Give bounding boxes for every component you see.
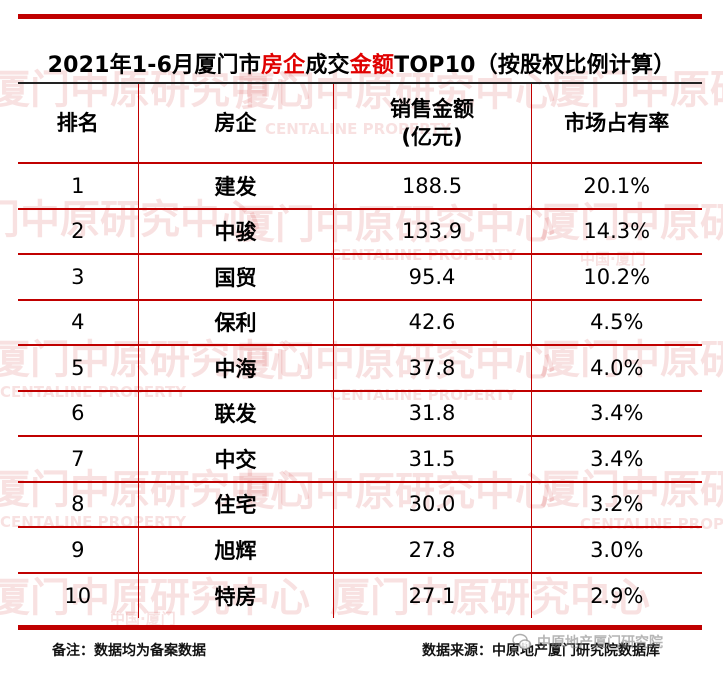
company-cell: 国贸	[137, 254, 334, 301]
table-row: 5 中海 37.8 4.0%	[18, 345, 702, 392]
company-cell: 建发	[137, 163, 334, 210]
table-row: 4 保利 42.6 4.5%	[18, 299, 702, 346]
title-highlight-companies: 房企	[260, 53, 306, 78]
header-sales-line1: 销售金额	[390, 97, 474, 121]
share-cell: 3.0%	[530, 527, 702, 574]
company-cell: 保利	[137, 299, 334, 346]
top-rule	[18, 14, 702, 19]
wechat-icon	[512, 633, 532, 651]
sales-cell: 95.4	[332, 254, 532, 301]
footer-note: 备注：数据均为备案数据	[52, 643, 206, 659]
table-row: 9 旭辉 27.8 3.0%	[18, 527, 702, 574]
sales-cell: 31.5	[332, 436, 532, 483]
header-share: 市场占有率	[530, 84, 702, 164]
company-cell: 特房	[137, 572, 334, 618]
header-sales: 销售金额 (亿元)	[332, 84, 532, 164]
table-row: 6 联发 31.8 3.4%	[18, 390, 702, 437]
wechat-account-name: 中原地产厦门研究院	[537, 635, 663, 651]
share-cell: 3.2%	[530, 481, 702, 528]
company-cell: 中海	[137, 345, 334, 392]
company-cell: 联发	[137, 390, 334, 437]
table-header-row: 排名 房企 销售金额 (亿元) 市场占有率	[18, 84, 702, 164]
ranking-table: 排名 房企 销售金额 (亿元) 市场占有率 1 建发 188.5 20.1% 2…	[18, 84, 702, 618]
rank-cell: 5	[18, 345, 139, 392]
company-cell: 中交	[137, 436, 334, 483]
share-cell: 2.9%	[530, 572, 702, 618]
sales-cell: 188.5	[332, 163, 532, 210]
share-cell: 4.0%	[530, 345, 702, 392]
rank-cell: 2	[18, 208, 139, 255]
rank-cell: 4	[18, 299, 139, 346]
table-row: 8 住宅 30.0 3.2%	[18, 481, 702, 528]
table-row: 2 中骏 133.9 14.3%	[18, 208, 702, 255]
sales-cell: 27.8	[332, 527, 532, 574]
share-cell: 14.3%	[530, 208, 702, 255]
sales-cell: 30.0	[332, 481, 532, 528]
sales-cell: 42.6	[332, 299, 532, 346]
table-row: 3 国贸 95.4 10.2%	[18, 254, 702, 301]
share-cell: 3.4%	[530, 390, 702, 437]
title-highlight-amount: 金额	[349, 53, 395, 78]
sales-cell: 37.8	[332, 345, 532, 392]
rank-cell: 7	[18, 436, 139, 483]
rank-cell: 3	[18, 254, 139, 301]
wechat-watermark: 中原地产厦门研究院	[512, 632, 663, 652]
rank-cell: 6	[18, 390, 139, 437]
share-cell: 3.4%	[530, 436, 702, 483]
sales-cell: 31.8	[332, 390, 532, 437]
sales-cell: 133.9	[332, 208, 532, 255]
table-row: 10 特房 27.1 2.9%	[18, 572, 702, 618]
share-cell: 10.2%	[530, 254, 702, 301]
title-rule	[18, 82, 702, 84]
sales-cell: 27.1	[332, 572, 532, 618]
table-row: 7 中交 31.5 3.4%	[18, 436, 702, 483]
title-prefix: 2021年1-6月厦门市	[47, 53, 261, 78]
footer-source: 数据来源：中原地产厦门研究院数据库	[422, 643, 660, 659]
rank-cell: 8	[18, 481, 139, 528]
company-cell: 旭辉	[137, 527, 334, 574]
table-row: 1 建发 188.5 20.1%	[18, 163, 702, 210]
company-cell: 中骏	[137, 208, 334, 255]
company-cell: 住宅	[137, 481, 334, 528]
rank-cell: 9	[18, 527, 139, 574]
bottom-rule	[18, 625, 702, 630]
header-rank: 排名	[18, 84, 139, 164]
rank-cell: 1	[18, 163, 139, 210]
rank-cell: 10	[18, 572, 139, 618]
header-company: 房企	[137, 84, 334, 164]
page-title: 2021年1-6月厦门市房企成交金额TOP10（按股权比例计算）	[0, 47, 723, 79]
title-suffix: TOP10（按股权比例计算）	[394, 53, 676, 78]
share-cell: 4.5%	[530, 299, 702, 346]
title-middle: 成交	[305, 53, 350, 78]
header-sales-line2: (亿元)	[401, 125, 463, 149]
share-cell: 20.1%	[530, 163, 702, 210]
